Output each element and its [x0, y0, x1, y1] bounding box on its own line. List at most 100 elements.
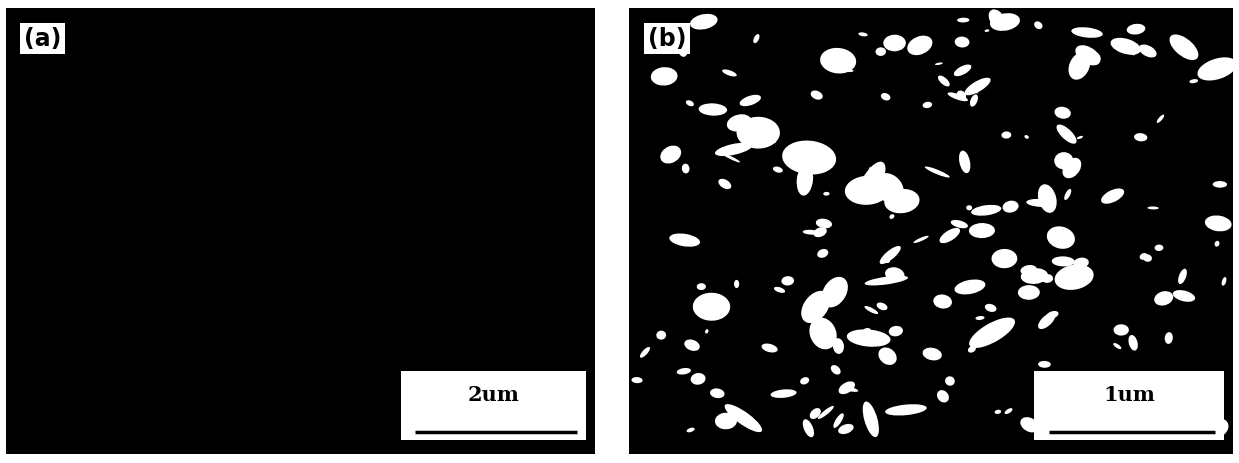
Ellipse shape	[885, 268, 904, 282]
Ellipse shape	[632, 377, 643, 383]
Text: (a): (a)	[24, 27, 61, 51]
Ellipse shape	[865, 307, 878, 314]
Ellipse shape	[865, 276, 908, 286]
Ellipse shape	[1129, 335, 1137, 351]
Ellipse shape	[954, 280, 985, 295]
Ellipse shape	[774, 287, 786, 293]
Ellipse shape	[1038, 361, 1051, 368]
Ellipse shape	[985, 30, 989, 33]
Ellipse shape	[1035, 22, 1042, 30]
FancyBboxPatch shape	[1033, 371, 1224, 440]
Ellipse shape	[676, 368, 691, 375]
Ellipse shape	[883, 36, 906, 52]
Ellipse shape	[838, 424, 854, 434]
Ellipse shape	[1213, 181, 1227, 188]
Ellipse shape	[810, 91, 823, 100]
Ellipse shape	[935, 63, 943, 66]
Ellipse shape	[1178, 269, 1187, 284]
Ellipse shape	[885, 259, 890, 263]
Ellipse shape	[809, 318, 836, 350]
Ellipse shape	[954, 65, 971, 77]
Ellipse shape	[1046, 311, 1058, 319]
Ellipse shape	[740, 95, 761, 107]
Ellipse shape	[705, 330, 709, 334]
Ellipse shape	[762, 344, 778, 353]
Ellipse shape	[715, 144, 752, 157]
Ellipse shape	[845, 176, 890, 206]
Ellipse shape	[907, 37, 933, 56]
Ellipse shape	[1082, 277, 1092, 284]
Ellipse shape	[669, 234, 700, 247]
Ellipse shape	[686, 101, 694, 107]
Ellipse shape	[1027, 426, 1036, 432]
Ellipse shape	[1214, 241, 1219, 247]
Ellipse shape	[696, 283, 706, 290]
Ellipse shape	[681, 164, 689, 174]
Ellipse shape	[869, 168, 872, 171]
Ellipse shape	[957, 91, 966, 101]
Ellipse shape	[679, 30, 686, 40]
Ellipse shape	[975, 316, 985, 320]
Ellipse shape	[641, 347, 650, 358]
Ellipse shape	[1038, 185, 1057, 213]
Ellipse shape	[1166, 422, 1175, 428]
Ellipse shape	[818, 406, 834, 419]
Ellipse shape	[888, 326, 903, 337]
Ellipse shape	[1101, 189, 1124, 204]
Ellipse shape	[831, 365, 840, 375]
Ellipse shape	[650, 68, 678, 87]
Ellipse shape	[933, 295, 952, 309]
Ellipse shape	[813, 228, 826, 238]
Ellipse shape	[736, 118, 779, 149]
Ellipse shape	[1025, 136, 1028, 139]
Ellipse shape	[971, 89, 978, 94]
Ellipse shape	[840, 386, 859, 392]
Ellipse shape	[1077, 137, 1083, 140]
Ellipse shape	[1047, 227, 1075, 249]
Ellipse shape	[969, 224, 995, 238]
Ellipse shape	[1075, 46, 1100, 66]
Ellipse shape	[800, 377, 809, 385]
Ellipse shape	[938, 76, 950, 87]
Ellipse shape	[1121, 390, 1127, 394]
Ellipse shape	[923, 348, 942, 361]
Ellipse shape	[1049, 418, 1061, 423]
Ellipse shape	[1202, 418, 1229, 439]
Ellipse shape	[660, 146, 681, 164]
Ellipse shape	[821, 277, 847, 308]
Text: 1um: 1um	[1103, 384, 1155, 404]
Ellipse shape	[955, 38, 969, 49]
Ellipse shape	[923, 102, 932, 109]
Ellipse shape	[715, 413, 737, 429]
Ellipse shape	[690, 15, 717, 31]
Ellipse shape	[968, 346, 976, 353]
Ellipse shape	[1165, 377, 1182, 389]
Ellipse shape	[727, 115, 752, 132]
Ellipse shape	[1021, 265, 1037, 275]
Ellipse shape	[1110, 39, 1141, 56]
Ellipse shape	[1189, 80, 1198, 84]
Ellipse shape	[1147, 207, 1158, 210]
Ellipse shape	[880, 246, 901, 264]
Ellipse shape	[1134, 134, 1147, 142]
Ellipse shape	[1155, 292, 1173, 306]
Ellipse shape	[803, 419, 814, 438]
Ellipse shape	[971, 206, 1001, 216]
Ellipse shape	[1002, 201, 1018, 213]
Ellipse shape	[937, 390, 949, 403]
Ellipse shape	[1054, 153, 1073, 170]
Ellipse shape	[710, 388, 725, 398]
Ellipse shape	[881, 94, 891, 101]
Ellipse shape	[693, 293, 730, 321]
Ellipse shape	[773, 167, 783, 173]
Ellipse shape	[1142, 255, 1152, 262]
FancyBboxPatch shape	[400, 371, 586, 440]
Ellipse shape	[969, 318, 1015, 348]
Ellipse shape	[1135, 400, 1140, 408]
Ellipse shape	[722, 70, 737, 77]
Ellipse shape	[1204, 216, 1232, 232]
Ellipse shape	[1170, 35, 1198, 61]
Ellipse shape	[782, 276, 794, 286]
Ellipse shape	[989, 10, 1005, 29]
Ellipse shape	[803, 230, 819, 235]
